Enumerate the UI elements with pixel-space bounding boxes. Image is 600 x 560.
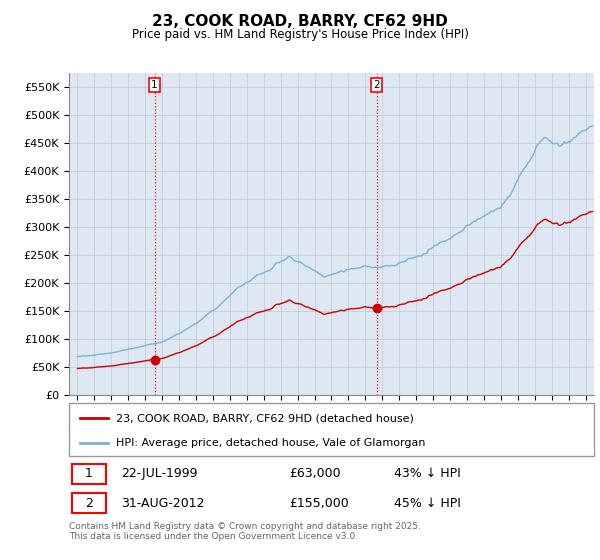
Text: 23, COOK ROAD, BARRY, CF62 9HD: 23, COOK ROAD, BARRY, CF62 9HD <box>152 14 448 29</box>
Text: 22-JUL-1999: 22-JUL-1999 <box>121 468 198 480</box>
Text: HPI: Average price, detached house, Vale of Glamorgan: HPI: Average price, detached house, Vale… <box>116 438 426 448</box>
Text: 1: 1 <box>85 468 92 480</box>
Text: 2: 2 <box>373 80 380 90</box>
Text: 23, COOK ROAD, BARRY, CF62 9HD (detached house): 23, COOK ROAD, BARRY, CF62 9HD (detached… <box>116 413 414 423</box>
Text: Price paid vs. HM Land Registry's House Price Index (HPI): Price paid vs. HM Land Registry's House … <box>131 28 469 41</box>
Text: 45% ↓ HPI: 45% ↓ HPI <box>395 497 461 510</box>
Text: 43% ↓ HPI: 43% ↓ HPI <box>395 468 461 480</box>
Bar <box>71 493 106 513</box>
Text: Contains HM Land Registry data © Crown copyright and database right 2025.
This d: Contains HM Land Registry data © Crown c… <box>69 522 421 542</box>
Bar <box>71 464 106 484</box>
Text: 1: 1 <box>151 80 158 90</box>
Text: £155,000: £155,000 <box>290 497 349 510</box>
Text: £63,000: £63,000 <box>290 468 341 480</box>
Text: 2: 2 <box>85 497 92 510</box>
Text: 31-AUG-2012: 31-AUG-2012 <box>121 497 205 510</box>
